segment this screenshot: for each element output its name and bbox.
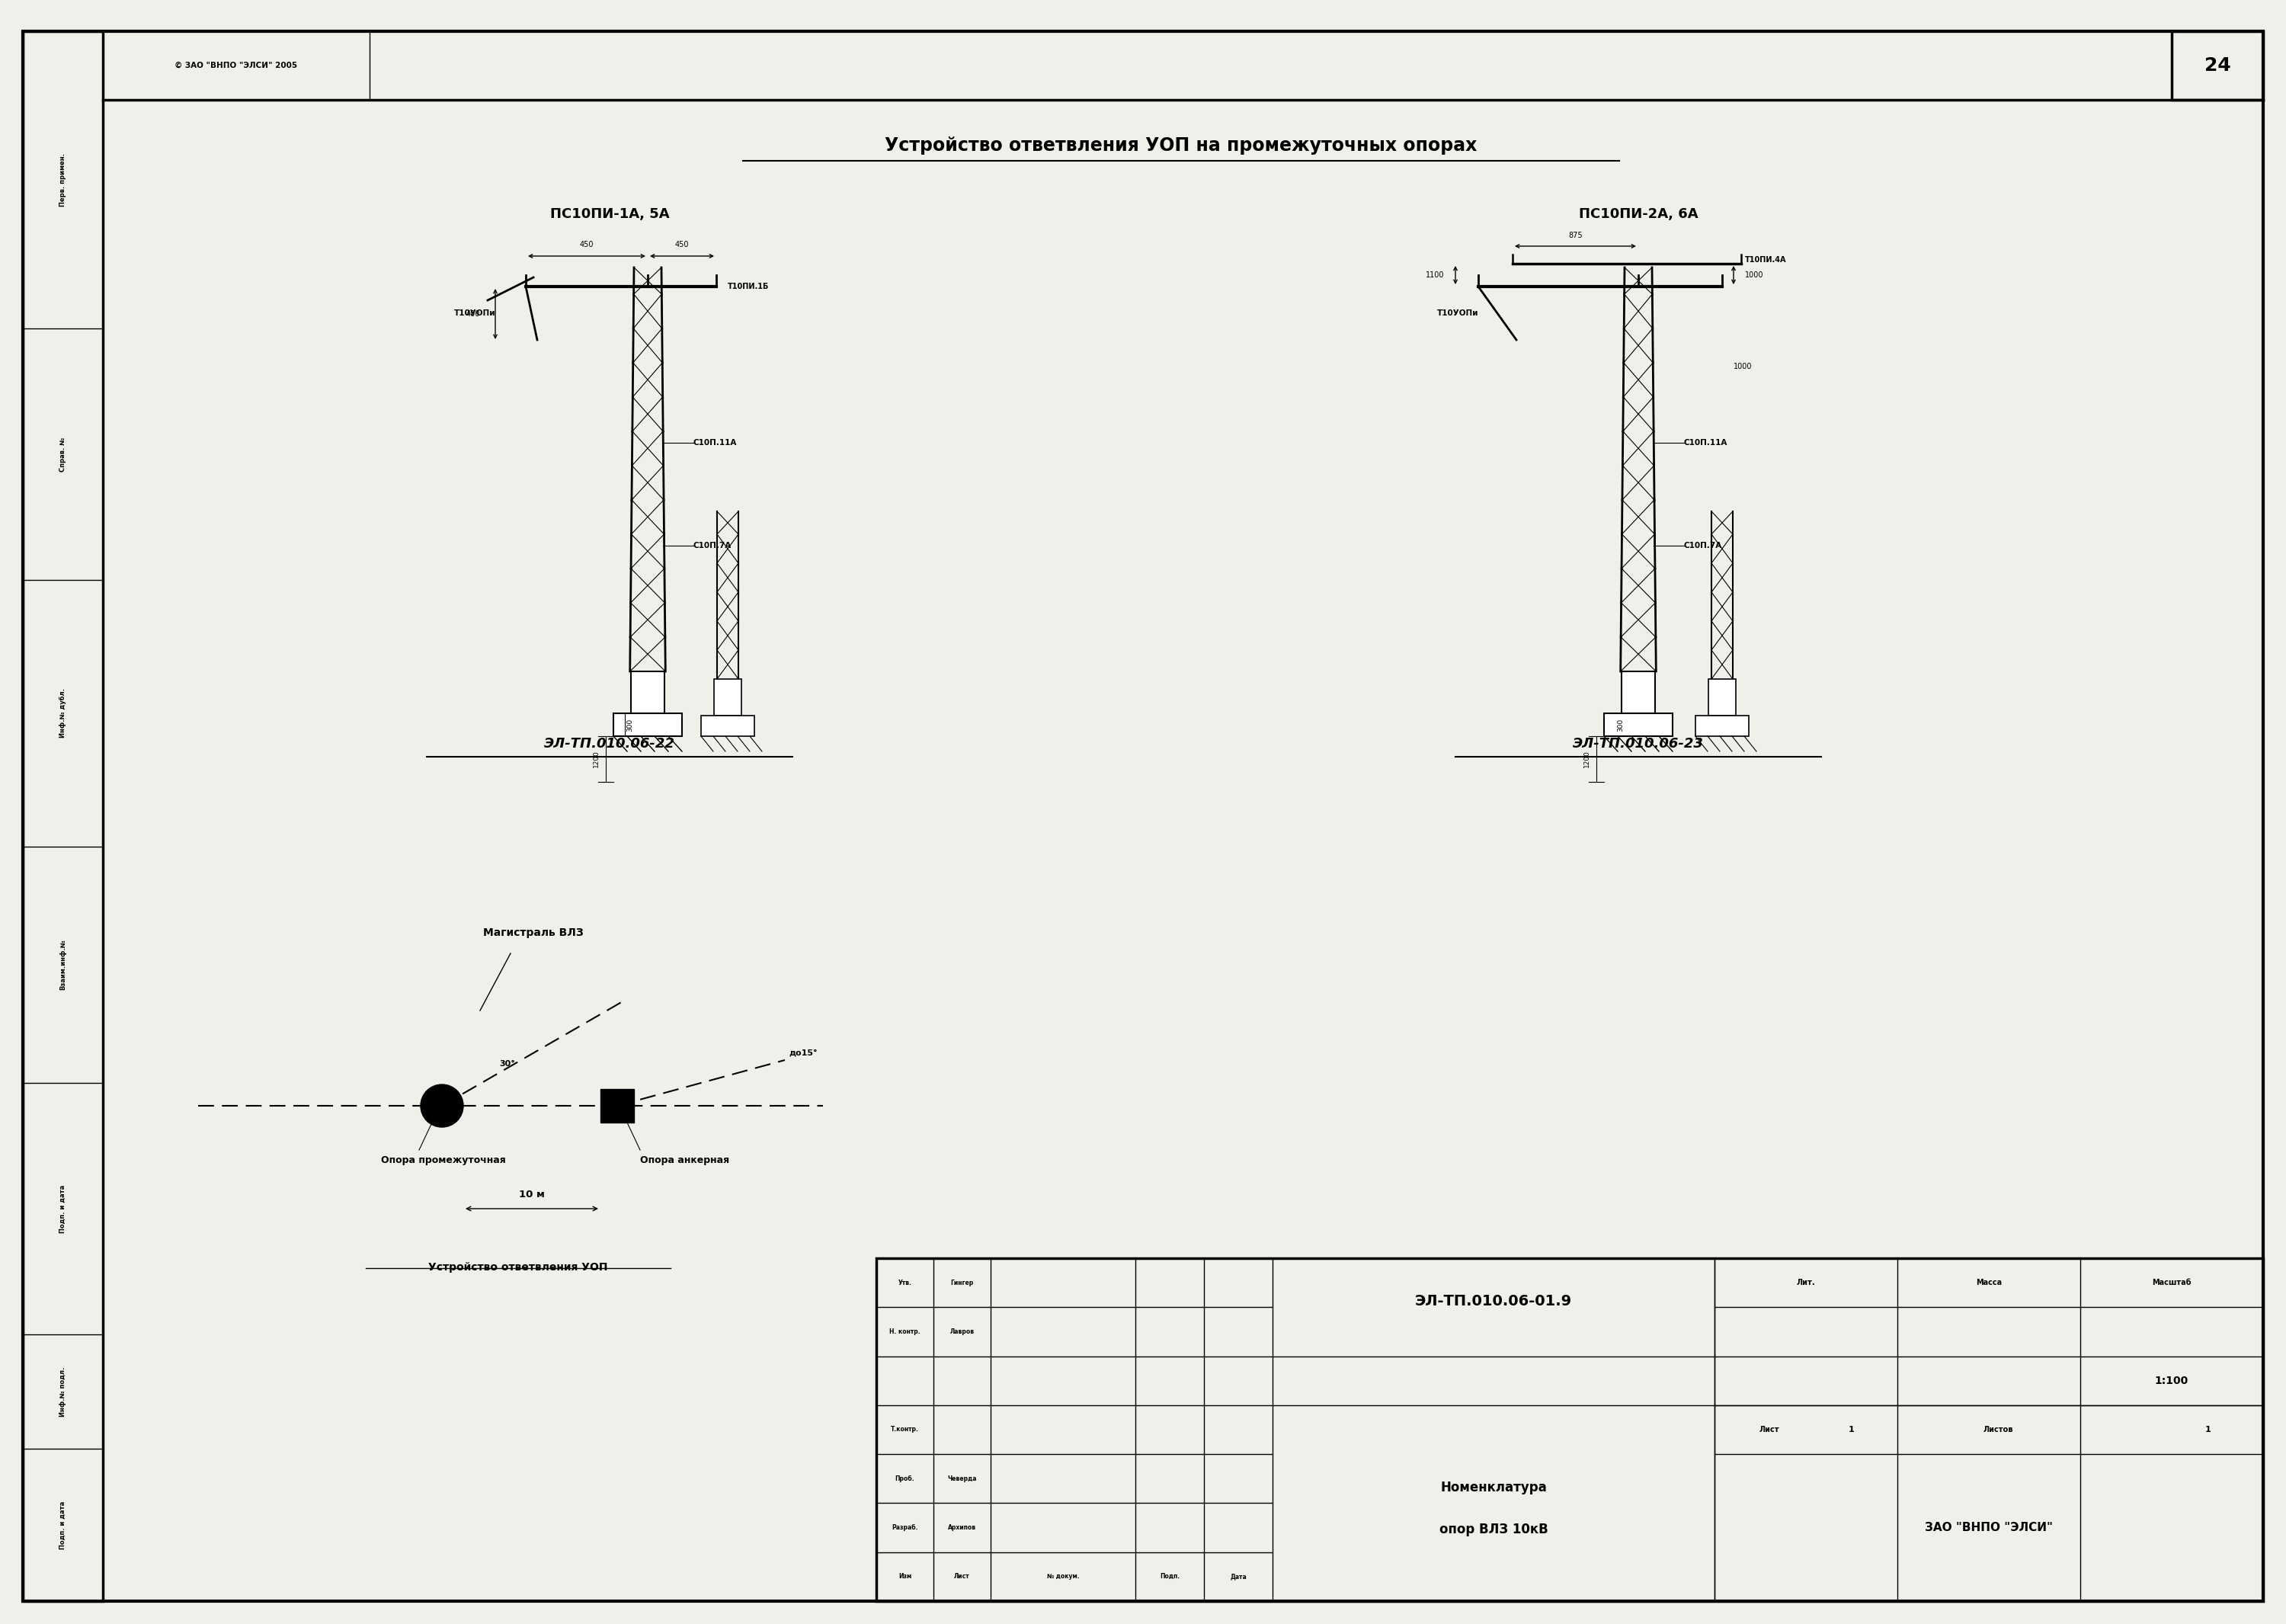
Text: Подп.: Подп. [1159, 1574, 1180, 1580]
Text: Устройство ответвления УОП: Устройство ответвления УОП [427, 1262, 608, 1273]
Text: Проб.: Проб. [896, 1475, 914, 1483]
Text: Опора промежуточная: Опора промежуточная [382, 1155, 505, 1166]
Text: Н. контр.: Н. контр. [889, 1328, 921, 1335]
Bar [2172, 31, 2263, 99]
Text: Т10ПИ.4А: Т10ПИ.4А [1744, 257, 1788, 263]
Text: 1200: 1200 [592, 750, 599, 768]
Text: 24: 24 [2204, 57, 2231, 75]
Text: Т.контр.: Т.контр. [892, 1426, 919, 1432]
Text: Гингер: Гингер [951, 1280, 974, 1286]
Text: 1200: 1200 [1584, 750, 1591, 768]
Text: № докум.: № докум. [1047, 1574, 1079, 1580]
Text: Опора анкерная: Опора анкерная [640, 1155, 729, 1166]
Bar [1714, 1259, 2263, 1601]
Text: Масштаб: Масштаб [2151, 1278, 2192, 1286]
Bar [1273, 1259, 1714, 1601]
Text: 1: 1 [2206, 1426, 2211, 1434]
Bar [613, 713, 681, 736]
Text: Справ. №: Справ. № [59, 437, 66, 471]
Text: Лавров: Лавров [949, 1328, 974, 1335]
Text: опор ВЛЗ 10кВ: опор ВЛЗ 10кВ [1440, 1523, 1548, 1536]
Text: Инф.№ подл.: Инф.№ подл. [59, 1367, 66, 1416]
Text: С10П.11А: С10П.11А [1685, 438, 1728, 447]
Text: 1000: 1000 [1744, 271, 1765, 279]
Text: Разраб.: Разраб. [892, 1525, 919, 1531]
Text: Подп. и дата: Подп. и дата [59, 1184, 66, 1233]
Text: Подп. и дата: Подп. и дата [59, 1501, 66, 1549]
Bar [1696, 716, 1749, 736]
Text: Взаим.инф.№: Взаим.инф.№ [59, 939, 66, 991]
Text: ПС10ПИ-2А, 6А: ПС10ПИ-2А, 6А [1580, 208, 1698, 221]
Text: Лист: Лист [1760, 1426, 1779, 1434]
Text: Номенклатура: Номенклатура [1440, 1481, 1548, 1494]
Text: 300: 300 [1616, 718, 1623, 731]
Text: Листов: Листов [1982, 1426, 2014, 1434]
Text: ЭЛ-ТП.010.06-01.9: ЭЛ-ТП.010.06-01.9 [1415, 1294, 1573, 1309]
Text: 1100: 1100 [1426, 271, 1445, 279]
Text: ПС10ПИ-1А, 5А: ПС10ПИ-1А, 5А [551, 208, 670, 221]
Text: Утв.: Утв. [898, 1280, 912, 1286]
Text: Т10ПИ.1Б: Т10ПИ.1Б [727, 283, 768, 291]
Text: Чеверда: Чеверда [946, 1475, 976, 1483]
Text: 1000: 1000 [1733, 362, 1751, 370]
Text: 450: 450 [581, 240, 594, 248]
Bar [1621, 671, 1655, 713]
Text: Лит.: Лит. [1797, 1278, 1815, 1286]
Text: Масса: Масса [1975, 1278, 2003, 1286]
Text: Лист: Лист [953, 1574, 969, 1580]
Bar [1605, 713, 1673, 736]
Text: ЭЛ-ТП.010.06-22: ЭЛ-ТП.010.06-22 [544, 737, 674, 750]
Text: Т10УОПи: Т10УОПи [453, 310, 496, 317]
Bar [631, 671, 665, 713]
Text: Дата: Дата [1230, 1574, 1246, 1580]
Text: С10П.11А: С10П.11А [693, 438, 736, 447]
Text: 450: 450 [674, 240, 688, 248]
Text: 875: 875 [1568, 232, 1582, 239]
Text: ЗАО "ВНПО "ЭЛСИ": ЗАО "ВНПО "ЭЛСИ" [1925, 1522, 2053, 1533]
Text: С10П.7А: С10П.7А [693, 542, 732, 549]
Bar [103, 31, 370, 99]
Bar [23, 31, 103, 1601]
Text: 1:100: 1:100 [2156, 1376, 2188, 1385]
Bar [702, 716, 754, 736]
Text: Инф.№ дубл.: Инф.№ дубл. [59, 689, 66, 737]
Text: 10 м: 10 м [519, 1190, 544, 1200]
Text: Магистраль ВЛЗ: Магистраль ВЛЗ [482, 927, 583, 939]
Text: 300: 300 [626, 718, 633, 731]
Bar [713, 679, 741, 716]
Circle shape [421, 1085, 464, 1127]
Bar [1708, 679, 1735, 716]
Text: 400: 400 [466, 310, 480, 318]
Text: 1: 1 [1849, 1426, 1854, 1434]
Text: до15°: до15° [789, 1049, 818, 1056]
Bar [876, 1259, 2263, 1601]
Text: Изм: Изм [898, 1574, 912, 1580]
Text: С10П.7А: С10П.7А [1685, 542, 1721, 549]
Text: Перв. примен.: Перв. примен. [59, 153, 66, 206]
Text: Устройство ответвления УОП на промежуточных опорах: Устройство ответвления УОП на промежуточ… [885, 136, 1477, 154]
Text: Архипов: Архипов [949, 1525, 976, 1531]
Text: Т10УОПи: Т10УОПи [1436, 310, 1479, 317]
Text: © ЗАО "ВНПО "ЭЛСИ" 2005: © ЗАО "ВНПО "ЭЛСИ" 2005 [174, 62, 297, 70]
Text: 30°: 30° [498, 1060, 514, 1067]
Text: ЭЛ-ТП.010.06-23: ЭЛ-ТП.010.06-23 [1573, 737, 1703, 750]
Bar [601, 1090, 633, 1122]
